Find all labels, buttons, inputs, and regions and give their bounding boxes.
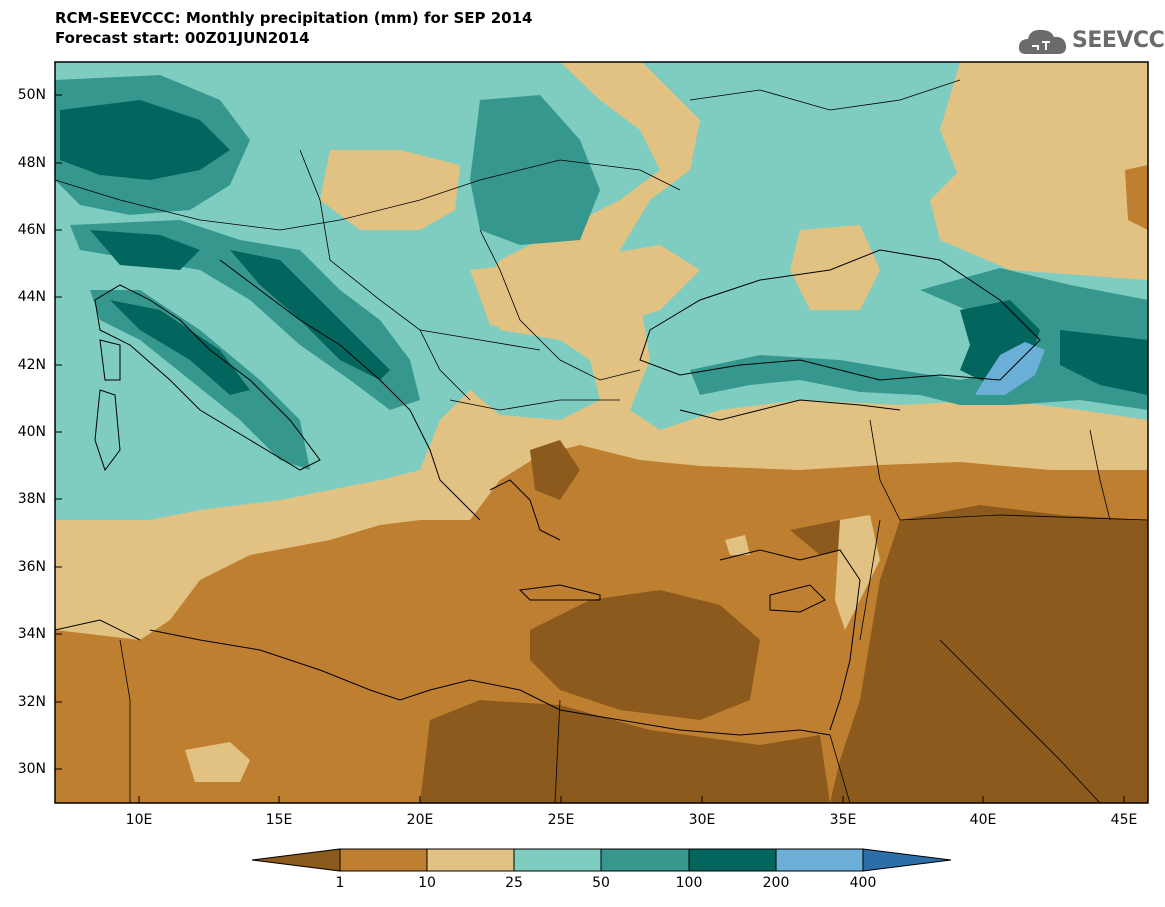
colorbar-label: 10 (418, 875, 436, 891)
lat-label: 32N (17, 694, 46, 710)
lon-label: 25E (547, 812, 575, 828)
colorbar-segment (426, 848, 515, 872)
colorbar-segment (339, 848, 428, 872)
precipitation-field (55, 62, 1148, 803)
map-subtitle: Forecast start: 00Z01JUN2014 (55, 29, 310, 47)
lon-label: 45E (1110, 812, 1138, 828)
lon-label: 40E (969, 812, 997, 828)
lat-label: 40N (17, 424, 46, 440)
lon-label: 15E (265, 812, 293, 828)
coastlines (55, 249, 1041, 736)
lat-label: 34N (17, 626, 46, 642)
lat-label: 42N (17, 357, 46, 373)
cloud-icon (1018, 29, 1067, 54)
lon-label: 10E (125, 812, 153, 828)
lat-label: 38N (17, 491, 46, 507)
colorbar-segment (862, 848, 952, 872)
lat-label: 48N (17, 155, 46, 171)
lat-label: 44N (17, 289, 46, 305)
lat-label: 30N (17, 761, 46, 777)
axis-ticks (55, 94, 1125, 803)
colorbar-segment (513, 848, 602, 872)
lat-label: 46N (17, 222, 46, 238)
lat-label: 36N (17, 559, 46, 575)
colorbar-segment (775, 848, 864, 872)
colorbar-label: 100 (675, 875, 703, 891)
colorbar-label: 50 (592, 875, 610, 891)
colorbar-segment (251, 848, 341, 872)
colorbar (251, 848, 952, 872)
colorbar-label: 400 (849, 875, 877, 891)
borders (55, 79, 1148, 803)
lon-label: 20E (406, 812, 434, 828)
lon-label: 35E (829, 812, 857, 828)
logo-text: SEEVCCC (1072, 28, 1165, 53)
map-title: RCM-SEEVCCC: Monthly precipitation (mm) … (55, 9, 533, 27)
colorbar-label: 200 (762, 875, 790, 891)
colorbar-segment (600, 848, 690, 872)
colorbar-label: 25 (505, 875, 523, 891)
seevccc-logo: SEEVCCC (1018, 24, 1165, 58)
lon-label: 30E (688, 812, 716, 828)
lat-label: 50N (17, 87, 46, 103)
colorbar-segment (688, 848, 777, 872)
colorbar-label: 1 (335, 875, 345, 891)
